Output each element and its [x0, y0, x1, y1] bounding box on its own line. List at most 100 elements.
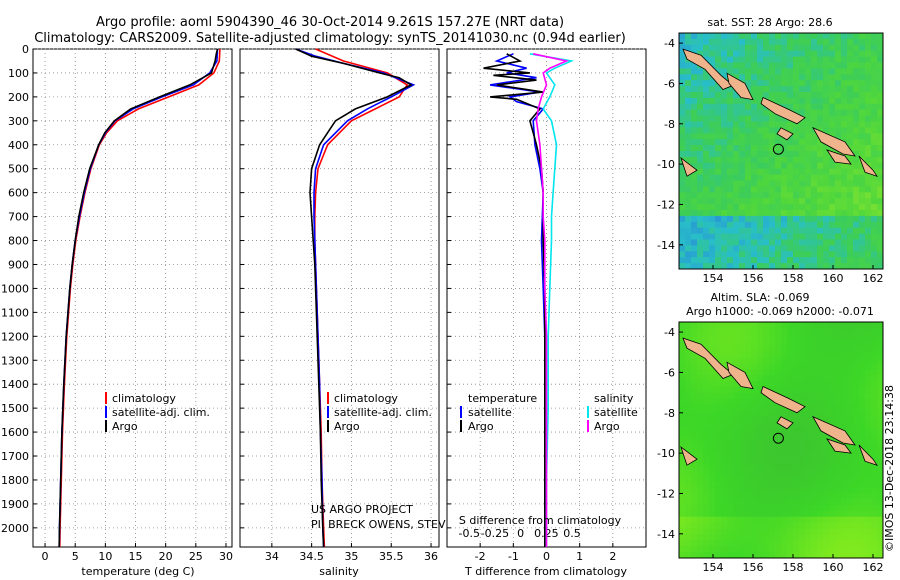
heatmap-cell: [727, 139, 734, 146]
heatmap-cell: [733, 510, 740, 518]
heatmap-cell: [859, 339, 866, 346]
heatmap-cell: [739, 451, 746, 459]
heatmap-cell: [829, 504, 836, 512]
heatmap-cell: [739, 245, 746, 252]
island: [812, 415, 856, 446]
heatmap-cell: [871, 186, 878, 193]
heatmap-cell: [799, 168, 806, 175]
depth-tick-label: 200: [8, 91, 29, 104]
heatmap-cell: [781, 168, 788, 175]
heatmap-cell: [811, 422, 818, 429]
heatmap-cell: [727, 133, 734, 140]
heatmap-cell: [751, 522, 758, 529]
heatmap-cell: [853, 333, 860, 341]
heatmap-cell: [685, 227, 692, 234]
heatmap-cell: [781, 186, 788, 193]
heatmap-cell: [691, 504, 698, 512]
heatmap-cell: [769, 546, 776, 553]
heatmap-cell: [811, 115, 818, 122]
heatmap-cell: [703, 434, 710, 441]
heatmap-cell: [853, 416, 860, 423]
heatmap-cell: [679, 215, 686, 223]
heatmap-cell: [727, 33, 734, 40]
heatmap-cell: [715, 92, 722, 99]
heatmap-cell: [733, 422, 740, 429]
heatmap-cell: [793, 168, 800, 175]
heatmap-cell: [817, 74, 824, 81]
heatmap-cell: [679, 457, 686, 464]
heatmap-cell: [787, 174, 794, 181]
heatmap-cell: [739, 50, 746, 57]
heatmap-cell: [805, 145, 812, 152]
heatmap-cell: [721, 239, 728, 246]
heatmap-cell: [709, 440, 716, 447]
heatmap-cell: [763, 38, 770, 46]
heatmap-cell: [859, 192, 866, 199]
heatmap-cell: [835, 121, 842, 128]
heatmap-cell: [799, 398, 806, 405]
heatmap-cell: [781, 192, 788, 199]
heatmap-cell: [739, 151, 746, 158]
heatmap-cell: [799, 463, 806, 470]
heatmap-cell: [793, 552, 800, 558]
heatmap-cell: [835, 97, 842, 105]
heatmap-cell: [859, 504, 866, 512]
heatmap-cell: [721, 552, 728, 558]
heatmap-cell: [793, 62, 800, 69]
s-diff-tick-label: 0: [517, 527, 524, 540]
heatmap-cell: [853, 251, 860, 258]
heatmap-cell: [775, 516, 782, 523]
heatmap-cell: [859, 552, 866, 558]
heatmap-cell: [865, 345, 872, 352]
heatmap-cell: [715, 404, 722, 411]
heatmap-cell: [709, 493, 716, 500]
heatmap-cell: [709, 215, 716, 223]
heatmap-cell: [751, 381, 758, 388]
heatmap-cell: [871, 493, 878, 500]
heatmap-cell: [805, 522, 812, 529]
heatmap-cell: [805, 186, 812, 193]
heatmap-cell: [745, 333, 752, 341]
heatmap-cell: [733, 168, 740, 175]
heatmap-cell: [793, 145, 800, 152]
heatmap-cell: [835, 174, 842, 181]
heatmap-cell: [703, 416, 710, 423]
heatmap-cell: [781, 369, 788, 376]
heatmap-cell: [775, 133, 782, 140]
heatmap-cell: [847, 510, 854, 518]
heatmap-cell: [871, 398, 878, 405]
heatmap-cell: [781, 156, 788, 164]
heatmap-cell: [865, 233, 872, 240]
depth-tick-label: 1600: [1, 426, 29, 439]
heatmap-cell: [757, 357, 764, 364]
heatmap-cell: [757, 351, 764, 358]
heatmap-cell: [733, 469, 740, 476]
heatmap-cell: [787, 68, 794, 75]
heatmap-cell: [751, 145, 758, 152]
heatmap-cell: [739, 38, 746, 46]
heatmap-cell: [727, 386, 734, 394]
heatmap-cell: [835, 410, 842, 417]
heatmap-cell: [799, 457, 806, 464]
heatmap-cell: [805, 487, 812, 494]
heatmap-cell: [823, 198, 830, 205]
heatmap-cell: [775, 345, 782, 352]
heatmap-cell: [727, 504, 734, 512]
heatmap-cell: [733, 534, 740, 541]
heatmap-cell: [727, 428, 734, 435]
sst-map-panel: sat. SST: 28 Argo: 28.6 154 156 158 160 162-…: [657, 16, 884, 285]
heatmap-cell: [703, 345, 710, 352]
heatmap-cell: [715, 233, 722, 240]
x-tick-label: 0: [543, 550, 550, 563]
heatmap-cell: [745, 162, 752, 170]
heatmap-cell: [835, 38, 842, 46]
heatmap-cell: [751, 233, 758, 240]
heatmap-cell: [793, 56, 800, 63]
heatmap-cell: [697, 369, 704, 376]
heatmap-cell: [679, 499, 686, 506]
heatmap-cell: [811, 434, 818, 441]
heatmap-cell: [709, 375, 716, 382]
heatmap-cell: [865, 174, 872, 181]
heatmap-cell: [871, 469, 878, 476]
heatmap-cell: [811, 68, 818, 75]
